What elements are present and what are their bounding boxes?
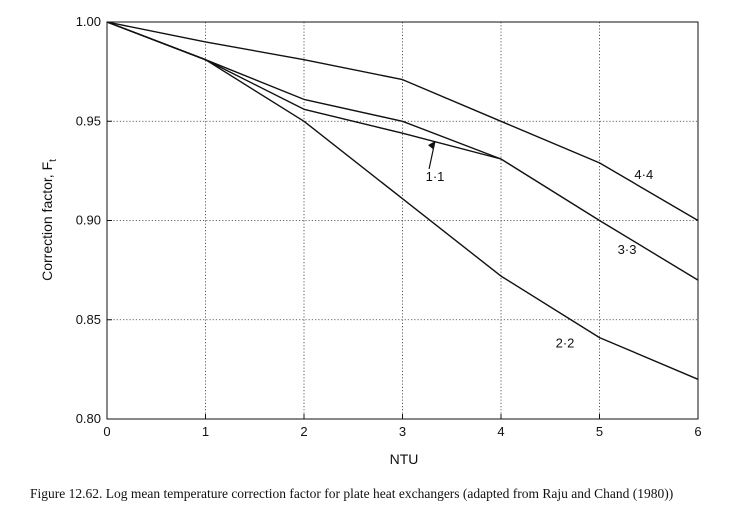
y-tick-label: 1.00 <box>76 14 101 29</box>
x-tick-label: 1 <box>202 424 209 439</box>
series-line-4 <box>106 21 699 222</box>
y-tick-labels: 0.80 0.85 0.90 0.95 1.00 <box>76 14 101 426</box>
series-label-3: 3·3 <box>618 242 637 257</box>
label-arrow-shaft <box>428 140 436 170</box>
series-labels: 1·1 2·2 3·3 4·4 <box>426 140 653 351</box>
grid <box>107 22 698 419</box>
x-tick-label: 0 <box>103 424 110 439</box>
x-tick-label: 6 <box>694 424 701 439</box>
series-line-1 <box>106 21 502 160</box>
series-line-2 <box>106 21 699 380</box>
x-axis-label: NTU <box>390 451 419 467</box>
x-tick-labels: 0 1 2 3 4 5 6 <box>103 424 701 439</box>
figure-caption: Figure 12.62. Log mean temperature corre… <box>30 486 674 501</box>
chart: 0 1 2 3 4 5 6 0.80 0.85 0.90 0.95 1.00 1·1 2·2 3·3 4·… <box>39 14 702 467</box>
y-axis-label-subscript: t <box>48 159 59 162</box>
x-tick-label: 5 <box>596 424 603 439</box>
y-tick-label: 0.80 <box>76 411 101 426</box>
series-label-2: 2·2 <box>556 336 575 351</box>
y-tick-label: 0.90 <box>76 213 101 228</box>
x-tick-label: 3 <box>399 424 406 439</box>
series-label-1: 1·1 <box>426 169 445 184</box>
y-axis-label: Correction factor, Ft <box>39 159 59 281</box>
series-line-3 <box>106 21 699 281</box>
y-tick-label: 0.85 <box>76 312 101 327</box>
x-tick-label: 2 <box>300 424 307 439</box>
series-lines <box>106 21 699 380</box>
series-label-4: 4·4 <box>634 167 653 182</box>
x-tick-label: 4 <box>497 424 504 439</box>
y-axis-label-main: Correction factor, F <box>39 162 55 281</box>
y-tick-label: 0.95 <box>76 113 101 128</box>
label-arrow-head <box>428 141 436 150</box>
